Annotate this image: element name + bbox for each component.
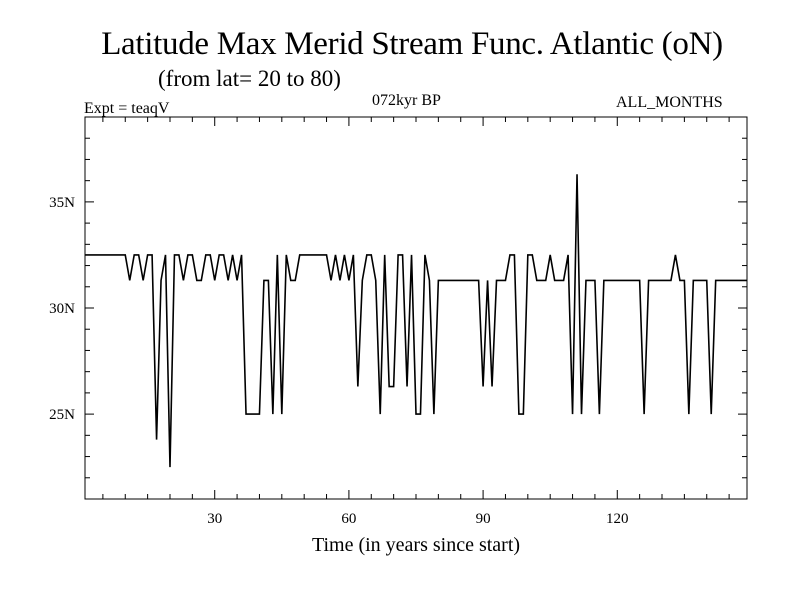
minor-ticks <box>85 116 747 500</box>
series-line <box>85 174 747 468</box>
y-tick-label: 30N <box>49 301 75 317</box>
experiment-label: Expt = teaqV <box>84 100 170 117</box>
x-axis-label: Time (in years since start) <box>312 534 520 556</box>
y-axis: 25N 30N 35N <box>49 195 75 423</box>
x-axis: 30 60 90 120 <box>207 511 628 527</box>
months-label: ALL_MONTHS <box>616 94 723 111</box>
period-label: 072kyr BP <box>372 92 441 109</box>
x-tick-label: 90 <box>476 511 491 527</box>
y-tick-label: 25N <box>49 407 75 423</box>
chart-subtitle: (from lat= 20 to 80) <box>158 66 341 91</box>
chart-title: Latitude Max Merid Stream Func. Atlantic… <box>101 26 723 62</box>
y-tick-label: 35N <box>49 195 75 211</box>
x-tick-label: 120 <box>606 511 629 527</box>
x-tick-label: 30 <box>207 511 222 527</box>
x-tick-label: 60 <box>341 511 356 527</box>
